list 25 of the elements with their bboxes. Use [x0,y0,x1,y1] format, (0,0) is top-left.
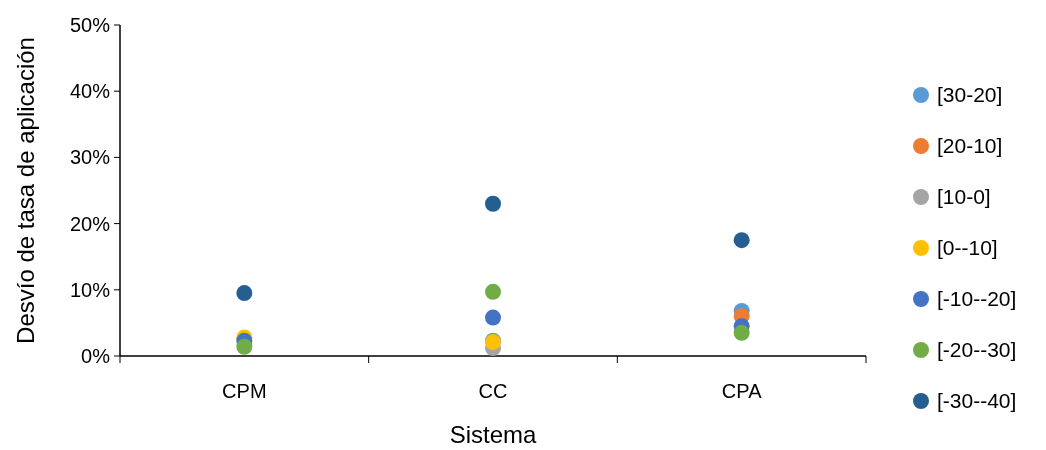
x-axis-title: Sistema [449,421,537,448]
y-axis-title: Desvío de tasa de aplicación [12,37,39,344]
y-tick-label: 40% [69,80,111,103]
legend-label: [-10--20] [937,287,1017,311]
x-tick-label: CPM [222,380,267,402]
y-tick-label: 30% [69,146,111,169]
point [236,285,253,302]
point [733,324,750,341]
legend-label: [30-20] [937,83,1003,107]
y-tick-label: 50% [69,14,111,36]
y-tick-label: 10% [69,278,111,301]
legend-label: [-30--40] [937,389,1017,413]
point [485,283,501,300]
point [485,195,501,212]
legend-label: [20-10] [937,134,1003,158]
x-tick-label: CC [478,380,508,402]
point [485,309,501,326]
point [733,232,750,249]
legend-label: [-20--30] [937,338,1017,362]
legend-label: [0--10] [937,236,998,260]
y-tick-label: 20% [69,212,111,235]
x-tick-label: CPA [721,380,763,402]
point [236,338,253,355]
legend-label: [10-0] [937,185,991,209]
y-tick-label: 0% [81,345,111,367]
